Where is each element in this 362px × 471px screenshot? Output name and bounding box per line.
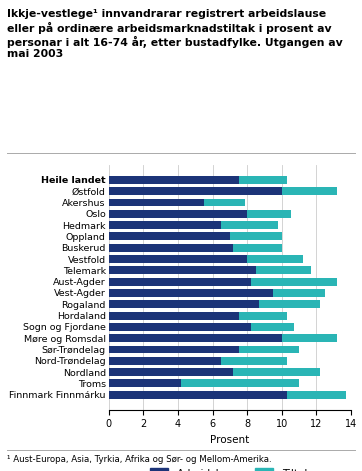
Bar: [247, 210, 290, 218]
Bar: [109, 357, 221, 365]
Bar: [109, 244, 233, 252]
Bar: [221, 357, 287, 365]
Bar: [251, 278, 337, 285]
X-axis label: Prosent: Prosent: [210, 435, 249, 445]
Bar: [109, 233, 230, 240]
Bar: [239, 346, 299, 353]
Bar: [259, 300, 320, 308]
Bar: [247, 255, 303, 263]
Bar: [109, 289, 273, 297]
Bar: [256, 267, 311, 274]
Bar: [273, 289, 325, 297]
Bar: [109, 391, 287, 398]
Legend: Arbeidslause, Tiltak: Arbeidslause, Tiltak: [146, 464, 314, 471]
Bar: [109, 323, 251, 331]
Bar: [109, 267, 256, 274]
Bar: [221, 221, 278, 229]
Text: Ikkje-vestlege¹ innvandrarar registrert arbeidslause
eller på ordinære arbeidsma: Ikkje-vestlege¹ innvandrarar registrert …: [7, 9, 343, 59]
Bar: [181, 380, 299, 387]
Bar: [287, 391, 346, 398]
Bar: [109, 176, 239, 184]
Bar: [109, 312, 239, 319]
Bar: [109, 346, 239, 353]
Bar: [109, 221, 221, 229]
Bar: [239, 176, 287, 184]
Bar: [282, 334, 337, 342]
Bar: [109, 210, 247, 218]
Bar: [109, 300, 259, 308]
Text: ¹ Aust-Europa, Asia, Tyrkia, Afrika og Sør- og Mellom-Amerika.: ¹ Aust-Europa, Asia, Tyrkia, Afrika og S…: [7, 455, 272, 463]
Bar: [109, 380, 181, 387]
Bar: [109, 199, 204, 206]
Bar: [109, 334, 282, 342]
Bar: [109, 255, 247, 263]
Bar: [204, 199, 245, 206]
Bar: [109, 187, 282, 195]
Bar: [239, 312, 287, 319]
Bar: [230, 233, 282, 240]
Bar: [109, 278, 251, 285]
Bar: [109, 368, 233, 376]
Bar: [251, 323, 294, 331]
Bar: [233, 244, 282, 252]
Bar: [282, 187, 337, 195]
Bar: [233, 368, 320, 376]
